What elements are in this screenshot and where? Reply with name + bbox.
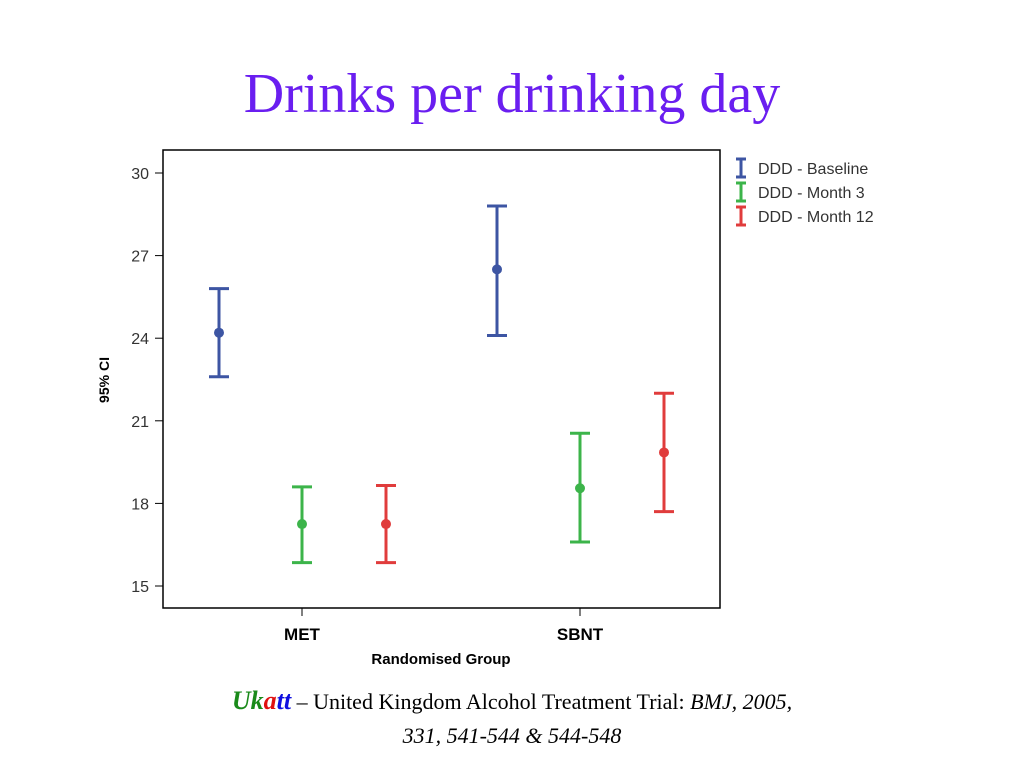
y-tick-label: 18	[131, 496, 149, 513]
plot-frame	[162, 149, 721, 609]
legend-label: DDD - Baseline	[758, 161, 868, 178]
x-tick-label: MET	[284, 625, 321, 644]
y-tick-label: 24	[131, 331, 149, 348]
y-tick-label: 27	[131, 249, 149, 266]
y-tick-label: 30	[131, 166, 149, 183]
y-tick-label: 21	[131, 414, 149, 431]
ukatt-tt: tt	[276, 686, 292, 715]
x-axis-label: Randomised Group	[371, 651, 510, 668]
mean-point	[659, 447, 669, 458]
x-tick-label: SBNT	[557, 625, 604, 644]
citation: Ukatt – United Kingdom Alcohol Treatment…	[0, 684, 1024, 753]
ukatt-uk: Uk	[231, 686, 264, 715]
mean-point	[214, 327, 224, 338]
y-axis-label: 95% CI	[96, 357, 112, 403]
citation-pages: 331, 541-544 & 544-548	[402, 723, 622, 748]
mean-point	[575, 483, 585, 494]
chart-title: Drinks per drinking day	[243, 63, 781, 125]
mean-point	[492, 264, 502, 275]
legend-label: DDD - Month 12	[758, 209, 874, 226]
ukatt-a: a	[263, 686, 277, 715]
citation-text: – United Kingdom Alcohol Treatment Trial…	[291, 689, 691, 714]
mean-point	[297, 519, 307, 530]
mean-point	[381, 519, 391, 530]
citation-journal: BMJ, 2005,	[690, 689, 793, 714]
y-tick-label: 15	[131, 579, 149, 596]
legend-label: DDD - Month 3	[758, 185, 865, 202]
